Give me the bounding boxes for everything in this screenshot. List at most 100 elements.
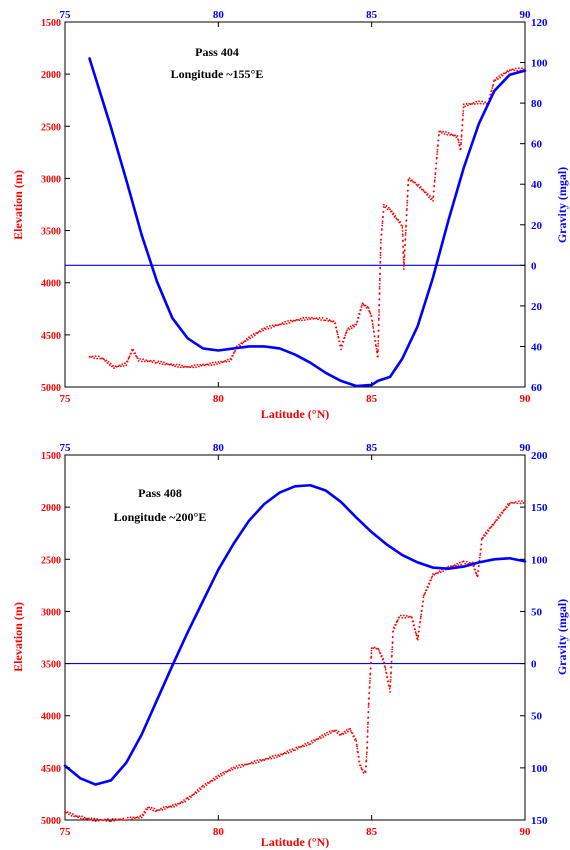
elevation-point (366, 731, 369, 733)
elevation-point (404, 616, 407, 619)
elevation-point (254, 334, 256, 337)
elevation-point (433, 190, 435, 193)
elevation-point (172, 363, 175, 366)
right-axis-title: Gravity (mgal) (555, 167, 569, 243)
elevation-point (132, 348, 135, 351)
elevation-point (203, 786, 206, 788)
elevation-point (378, 277, 381, 280)
elevation-point (508, 69, 511, 72)
elevation-point (380, 238, 382, 241)
elevation-point (369, 667, 372, 670)
elevation-point (501, 74, 504, 77)
elevation-point (259, 330, 262, 333)
elevation-point (407, 183, 410, 186)
elevation-point (357, 751, 359, 754)
elevation-point (511, 68, 514, 71)
elevation-point (124, 362, 126, 365)
elevation-point (460, 141, 463, 144)
elevation-point (367, 723, 369, 725)
elevation-point (382, 206, 385, 208)
elevation-point (378, 282, 381, 285)
elevation-point (437, 139, 440, 142)
elevation-point (391, 641, 394, 644)
right-tick-label: 100 (531, 58, 548, 70)
elevation-point (270, 326, 273, 329)
elevation-point (432, 573, 434, 575)
elevation-point (383, 665, 386, 667)
elevation-point (311, 741, 314, 744)
elevation-point (454, 134, 456, 137)
elevation-point (415, 633, 418, 635)
elevation-point (315, 317, 318, 320)
elevation-point (501, 512, 504, 514)
elevation-point (494, 520, 497, 523)
elevation-point (522, 502, 525, 504)
elevation-point (403, 249, 406, 252)
x-tick-label: 85 (366, 826, 378, 838)
elevation-point (108, 820, 111, 823)
elevation-point (184, 800, 187, 803)
elevation-point (144, 811, 147, 814)
elevation-point (390, 210, 393, 213)
elevation-point (350, 729, 352, 732)
elevation-point (387, 206, 390, 209)
elevation-point (323, 733, 326, 735)
elevation-point (437, 144, 439, 147)
elevation-point (71, 813, 74, 815)
elevation-point (493, 522, 496, 524)
elevation-point (357, 755, 360, 758)
elevation-point (161, 363, 164, 366)
elevation-point (371, 323, 374, 326)
elevation-point (379, 272, 381, 275)
elevation-point (113, 819, 115, 822)
left-tick-label: 4000 (41, 712, 61, 723)
elevation-point (87, 817, 90, 820)
elevation-point (102, 819, 105, 822)
elevation-point (242, 765, 245, 767)
elevation-point (267, 757, 270, 760)
elevation-point (83, 816, 86, 819)
elevation-point (433, 179, 436, 182)
elevation-point (278, 323, 281, 326)
elevation-point (506, 506, 508, 509)
elevation-point (403, 263, 405, 266)
top-tick-label: 75 (60, 442, 72, 454)
x-tick-label: 90 (520, 826, 532, 838)
elevation-point (369, 312, 372, 315)
elevation-point (360, 767, 363, 769)
elevation-point (406, 204, 408, 207)
elevation-point (373, 335, 376, 338)
elevation-point (132, 816, 135, 819)
elevation-point (290, 750, 293, 753)
elevation-point (116, 819, 119, 822)
top-tick-label: 85 (366, 9, 378, 21)
elevation-point (450, 133, 453, 136)
elevation-point (377, 345, 379, 347)
elevation-point (399, 220, 402, 223)
elevation-point (217, 774, 220, 777)
elevation-point (105, 820, 108, 822)
elevation-point (473, 103, 476, 105)
elevation-point (225, 360, 228, 363)
elevation-point (249, 337, 252, 340)
elevation-point (428, 583, 431, 585)
elevation-point (328, 319, 331, 321)
elevation-point (378, 314, 380, 316)
elevation-point (96, 818, 99, 820)
elevation-point (492, 523, 495, 526)
elevation-point (259, 758, 262, 761)
elevation-point (149, 808, 152, 811)
elevation-point (266, 325, 269, 328)
elevation-point (379, 251, 382, 254)
elevation-point (391, 646, 394, 649)
elevation-point (119, 818, 122, 821)
elevation-point (388, 687, 391, 690)
elevation-point (97, 355, 100, 358)
elevation-point (294, 319, 296, 322)
elevation-point (367, 716, 370, 719)
elevation-point (351, 732, 354, 735)
elevation-point (379, 256, 382, 259)
elevation-point (404, 238, 407, 240)
elevation-point (499, 514, 502, 517)
elevation-point (365, 765, 367, 768)
